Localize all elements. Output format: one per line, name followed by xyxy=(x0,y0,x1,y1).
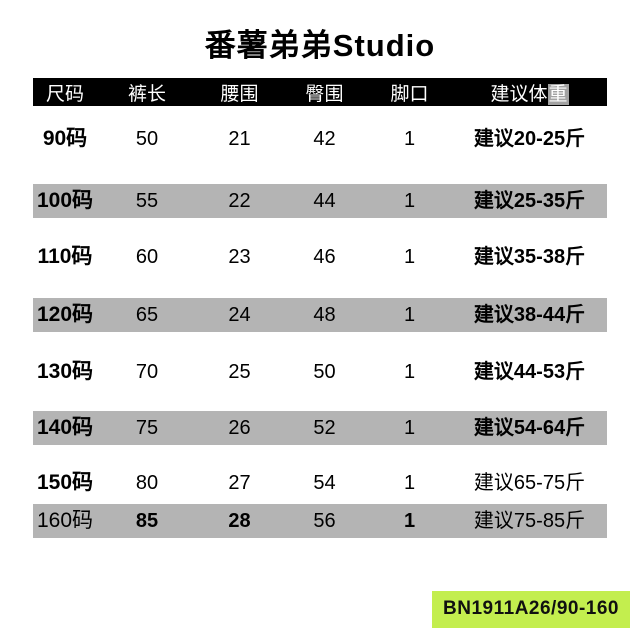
size-cell: 100码 xyxy=(36,189,94,212)
suggested-weight-cell: 建议44-53斤 xyxy=(473,361,586,383)
suggested-weight-cell: 建议25-35斤 xyxy=(473,190,586,212)
table-row: 160码 85 28 56 1 建议75-85斤 xyxy=(33,504,607,538)
leg-opening-column-header: 脚口 xyxy=(390,84,429,105)
leg-opening-cell: 1 xyxy=(403,361,416,383)
size-column-header: 尺码 xyxy=(45,84,84,105)
pants-length-cell: 65 xyxy=(135,304,159,326)
waist-column-header: 腰围 xyxy=(220,84,259,105)
suggested-weight-cell: 建议54-64斤 xyxy=(473,417,586,439)
waist-cell: 22 xyxy=(228,190,251,212)
hip-column-header: 臀围 xyxy=(305,84,344,105)
hip-cell: 52 xyxy=(313,417,336,439)
page-title: 番薯弟弟Studio xyxy=(204,28,436,63)
pants-length-column-header: 裤长 xyxy=(127,84,166,105)
size-cell: 120码 xyxy=(36,303,94,326)
size-cell: 150码 xyxy=(36,471,94,494)
hip-cell: 50 xyxy=(313,361,336,383)
suggested-weight-cell: 建议38-44斤 xyxy=(473,304,586,326)
leg-opening-cell: 1 xyxy=(403,190,416,212)
size-cell: 140码 xyxy=(36,416,94,439)
suggested-weight-cell: 建议20-25斤 xyxy=(473,128,586,150)
table-header-row: 尺码 裤长 腰围 臀围 脚口 建议体重 xyxy=(33,78,607,106)
waist-cell: 23 xyxy=(228,246,251,268)
table-row: 140码 75 26 52 1 建议54-64斤 xyxy=(33,411,607,445)
pants-length-cell: 85 xyxy=(135,510,159,532)
product-code-badge: BN1911A26/90-160 xyxy=(432,591,630,628)
waist-cell: 26 xyxy=(228,417,251,439)
size-table: 尺码 裤长 腰围 臀围 脚口 建议体重 90码 50 21 42 1 建议20-25斤 10… xyxy=(33,78,607,538)
size-cell: 90码 xyxy=(42,127,88,150)
table-rows: 90码 50 21 42 1 建议20-25斤 100码 55 22 44 1 建议25-35斤 110… xyxy=(33,122,607,538)
highlighted-header-char: 重 xyxy=(547,84,569,105)
size-cell: 130码 xyxy=(36,360,94,383)
hip-cell: 48 xyxy=(313,304,336,326)
size-cell: 110码 xyxy=(37,245,93,268)
pants-length-cell: 60 xyxy=(135,246,159,268)
waist-cell: 28 xyxy=(228,510,251,532)
size-cell: 160码 xyxy=(36,509,94,532)
waist-cell: 24 xyxy=(228,304,251,326)
waist-cell: 25 xyxy=(228,361,251,383)
hip-cell: 54 xyxy=(313,472,336,494)
hip-cell: 56 xyxy=(313,510,336,532)
leg-opening-cell: 1 xyxy=(403,472,416,494)
table-row: 130码 70 25 50 1 建议44-53斤 xyxy=(33,355,607,389)
table-row: 120码 65 24 48 1 建议38-44斤 xyxy=(33,298,607,332)
pants-length-cell: 75 xyxy=(135,417,159,439)
table-row: 100码 55 22 44 1 建议25-35斤 xyxy=(33,184,607,218)
suggested-weight-column-header: 建议体重 xyxy=(452,78,607,112)
suggested-weight-cell: 建议75-85斤 xyxy=(473,510,586,532)
leg-opening-cell: 1 xyxy=(403,510,416,532)
hip-cell: 46 xyxy=(313,246,336,268)
waist-cell: 21 xyxy=(228,128,251,150)
hip-cell: 44 xyxy=(313,190,336,212)
suggested-weight-header-text: 建议体 xyxy=(490,84,548,105)
pants-length-cell: 50 xyxy=(135,128,159,150)
pants-length-cell: 70 xyxy=(135,361,159,383)
table-row: 110码 60 23 46 1 建议35-38斤 xyxy=(33,240,607,274)
pants-length-cell: 80 xyxy=(135,472,159,494)
suggested-weight-cell: 建议65-75斤 xyxy=(473,472,586,494)
table-row: 90码 50 21 42 1 建议20-25斤 xyxy=(33,122,607,156)
leg-opening-cell: 1 xyxy=(403,246,416,268)
leg-opening-cell: 1 xyxy=(403,128,416,150)
pants-length-cell: 55 xyxy=(135,190,159,212)
hip-cell: 42 xyxy=(313,128,336,150)
suggested-weight-cell: 建议35-38斤 xyxy=(473,246,586,268)
table-row: 150码 80 27 54 1 建议65-75斤 xyxy=(33,466,607,500)
leg-opening-cell: 1 xyxy=(403,304,416,326)
waist-cell: 27 xyxy=(228,472,251,494)
leg-opening-cell: 1 xyxy=(403,417,416,439)
